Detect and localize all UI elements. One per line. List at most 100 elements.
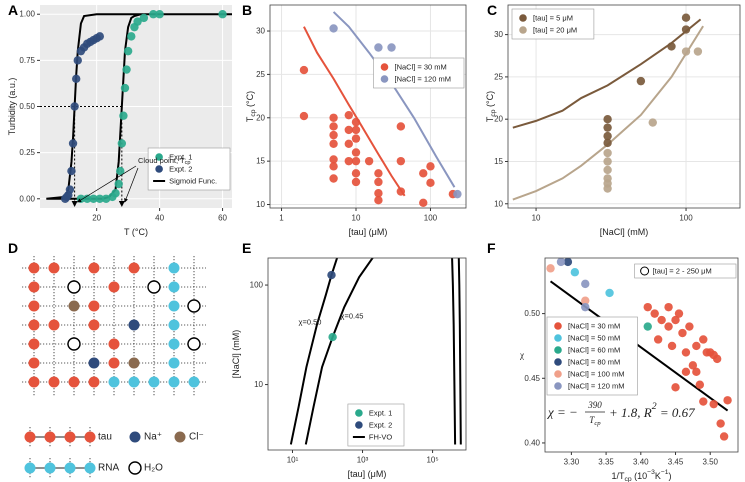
legend-label: FH-VO xyxy=(369,433,392,442)
legend-label: [NaCl] = 100 mM xyxy=(568,370,624,379)
lattice-site xyxy=(67,337,81,351)
x-tick-label: 3.45 xyxy=(668,458,684,467)
data-point xyxy=(127,32,136,41)
legend-marker xyxy=(554,382,562,390)
data-point xyxy=(344,139,353,149)
panel-label: E xyxy=(242,240,251,256)
legend-site xyxy=(84,431,96,443)
lattice-site xyxy=(88,376,100,388)
data-point xyxy=(329,24,338,33)
data-point xyxy=(374,169,383,178)
plot-area xyxy=(546,258,732,441)
data-point xyxy=(351,156,361,166)
x-tick-label: 3.35 xyxy=(598,458,614,467)
data-point xyxy=(329,113,338,122)
data-point xyxy=(650,309,659,318)
text-part: (10 xyxy=(632,471,648,481)
equation-rhs: + 1.8, R2 = 0.67 xyxy=(609,401,695,420)
data-point xyxy=(133,17,142,26)
data-point xyxy=(67,166,76,176)
y-axis-label: Tcp (°C) xyxy=(245,91,257,122)
data-point xyxy=(299,111,309,121)
plot-area xyxy=(512,13,704,201)
data-point xyxy=(581,279,590,289)
x-tick-label: 3.30 xyxy=(564,458,580,467)
legend-box xyxy=(373,57,465,89)
legend-box xyxy=(546,316,638,396)
data-point xyxy=(101,194,111,203)
legend-site xyxy=(44,431,56,443)
data-point xyxy=(116,166,125,176)
data-point xyxy=(603,138,612,148)
lattice-site xyxy=(88,300,100,312)
diagram-legend-label: Na⁺ xyxy=(144,432,162,443)
data-point xyxy=(603,131,612,141)
data-point xyxy=(419,198,428,207)
x-tick-label: 40 xyxy=(155,214,164,223)
data-point xyxy=(351,148,361,157)
lattice-site xyxy=(128,262,140,274)
lattice-site xyxy=(128,319,140,331)
plot-frame xyxy=(269,4,467,209)
diagram-legend-label: tau xyxy=(98,432,112,443)
x-axis-label: T (°C) xyxy=(124,227,148,237)
data-point xyxy=(396,156,406,166)
data-point xyxy=(374,189,383,198)
data-point xyxy=(149,10,158,19)
y-tick-label: 20 xyxy=(494,115,503,124)
plot-frame xyxy=(507,4,741,209)
x-tick-label: 3.40 xyxy=(633,458,649,467)
lattice-site xyxy=(88,262,100,274)
data-point xyxy=(114,179,123,189)
note-label: [tau] = 2 - 250 μM xyxy=(653,267,712,276)
data-point xyxy=(344,110,353,120)
x-tick-label: 3.50 xyxy=(702,458,718,467)
data-point xyxy=(581,296,590,305)
data-point xyxy=(603,184,612,193)
data-point xyxy=(327,270,336,280)
data-point xyxy=(329,139,338,149)
lattice-site xyxy=(28,281,40,293)
lattice-site xyxy=(187,337,201,351)
lattice-site xyxy=(68,300,80,312)
data-point xyxy=(70,102,79,111)
data-point xyxy=(723,396,732,405)
legend-site xyxy=(24,462,36,474)
lattice-site xyxy=(168,357,180,369)
diagram-legend-label: RNA xyxy=(98,463,119,474)
y-tick-label: 30 xyxy=(494,30,503,39)
data-point xyxy=(664,302,673,312)
x-tick-label: 100 xyxy=(424,214,438,223)
data-point xyxy=(95,194,105,203)
data-point xyxy=(351,117,361,127)
annotation-arrow xyxy=(124,167,139,203)
data-point xyxy=(89,194,98,203)
text-part: Cloud point, T xyxy=(138,156,185,165)
text-part: T xyxy=(485,116,495,122)
legend-site xyxy=(64,462,76,474)
data-point xyxy=(688,361,698,370)
series-line xyxy=(512,25,704,201)
data-point xyxy=(603,148,612,158)
note-marker xyxy=(640,266,650,276)
data-point xyxy=(426,162,435,171)
data-point xyxy=(603,114,612,124)
data-point xyxy=(605,288,614,298)
text-part: T xyxy=(245,116,255,122)
y-tick-label: 0.45 xyxy=(524,374,540,383)
x-tick-label: 10¹ xyxy=(287,456,299,465)
y-tick-label: 10 xyxy=(256,200,265,209)
lattice-site xyxy=(68,376,80,388)
y-tick-label: 10 xyxy=(494,199,503,208)
y-tick-label: 10 xyxy=(254,380,263,389)
data-point xyxy=(351,134,361,143)
y-axis-label: χ xyxy=(519,350,524,360)
lattice-site xyxy=(168,300,180,312)
legend-label: [NaCl] = 30 mM xyxy=(395,63,447,72)
lattice-site xyxy=(67,280,81,294)
data-point xyxy=(712,354,722,364)
data-point xyxy=(692,367,701,377)
y-axis-label: Tcp (°C) xyxy=(485,91,497,122)
panel-label: D xyxy=(8,240,18,256)
